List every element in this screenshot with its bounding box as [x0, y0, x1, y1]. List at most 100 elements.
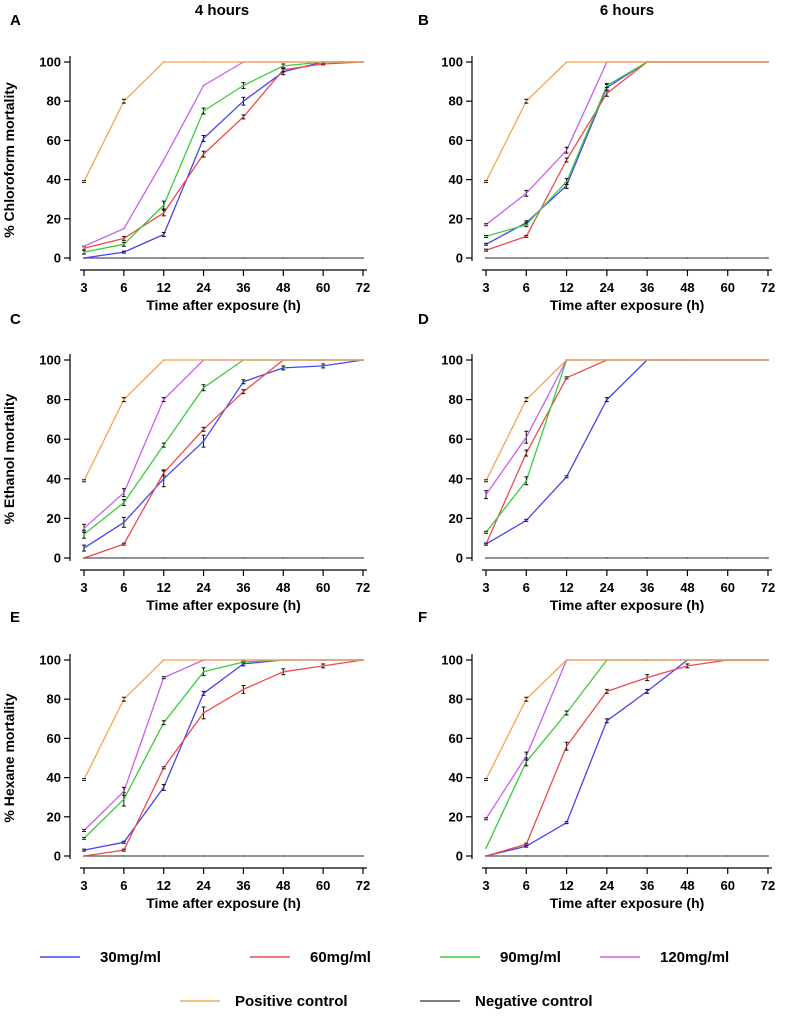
panel-b-series-c60-point	[485, 249, 487, 252]
panel-a-series-c90-line	[83, 61, 363, 253]
panel-f-series-pos-point	[525, 698, 528, 701]
panel-e-y-tick-label: 100	[39, 653, 61, 668]
panel-e-series-c60-point	[322, 664, 325, 667]
panel-b-x-tick-label: 36	[640, 280, 654, 295]
panel-b-series-pos-point	[565, 61, 568, 63]
panel-e-series-pos-point	[242, 659, 245, 661]
panel-c-y-tick-label: 40	[47, 471, 61, 486]
panel-f-series-neg-point	[646, 855, 649, 857]
panel-c-series-c30-point	[242, 380, 245, 383]
panel-a-y-tick-label: 100	[39, 55, 61, 70]
panel-a-series-c30-point	[83, 257, 85, 259]
panel-f-letter: F	[418, 609, 427, 626]
panel-b-letter: B	[418, 12, 429, 29]
panel-b-series-c120-point	[485, 223, 487, 226]
panel-c-series-c30-point	[282, 367, 285, 369]
panel-d-x-tick-label: 6	[523, 580, 530, 595]
panel-b-series-neg-point	[767, 257, 769, 259]
panel-c-series-c30-line	[83, 359, 364, 549]
panel-b-series-c30-line	[485, 61, 768, 245]
panel-a-series-neg-point	[162, 257, 165, 259]
panel-e-x-tick-label: 36	[236, 878, 250, 893]
legend-label-pos: Positive control	[235, 993, 348, 1010]
panel-d-series-c30-point	[565, 475, 568, 478]
panel-b-series-c60-point	[565, 159, 568, 161]
panel-e-y-tick-label: 20	[47, 809, 61, 824]
panel-a-series-c30-point	[242, 100, 245, 103]
panel-b-series-neg-point	[605, 257, 608, 259]
panel-a-series-c120-point	[83, 245, 85, 248]
panel-d-x-tick-label: 48	[680, 580, 694, 595]
panel-c-series-pos-point	[242, 359, 245, 361]
panel-d-series-c30-line	[485, 359, 768, 545]
panel-b-x-tick-label: 12	[559, 280, 573, 295]
panel-b-y-tick-label: 80	[449, 94, 463, 109]
panel-c-series-c60-point	[242, 390, 245, 393]
legend-label-c120: 120mg/ml	[660, 949, 729, 966]
panel-b-series-c120-point	[525, 192, 528, 195]
panel-a-series-pos-point	[162, 61, 165, 63]
panel-c-series-c60-line	[83, 359, 363, 559]
panel-d-x-tick-label: 12	[559, 580, 573, 595]
panel-c-series-c60-point	[83, 557, 85, 559]
panel-d-y-tick-label: 80	[449, 392, 463, 407]
panel-f-y-tick-label: 80	[449, 692, 463, 707]
panel-c-y-tick-label: 100	[39, 353, 61, 368]
panel-e-series-c90-point	[162, 721, 165, 724]
panel-e-series-neg-point	[202, 855, 205, 857]
panel-e-series-neg-point	[162, 855, 165, 857]
panel-c-series-c30-point	[162, 477, 165, 480]
panel-d-series-c90-point	[525, 479, 528, 482]
panel-a-series-neg-point	[202, 257, 205, 259]
panel-f-x-tick-label: 48	[680, 878, 694, 893]
panel-f-series-pos-line	[485, 659, 768, 780]
panel-c-x-tick-label: 6	[120, 580, 127, 595]
panel-b-series-pos-point	[646, 61, 649, 63]
panel-d-series-c60-point	[525, 452, 528, 454]
panel-b-series-pos-point	[525, 100, 528, 103]
panel-b-series-neg-point	[485, 257, 487, 259]
panel-c-series-c120-point	[162, 398, 165, 401]
panel-d-x-axis-title: Time after exposure (h)	[550, 597, 705, 613]
panel-e-x-tick-label: 12	[156, 878, 170, 893]
column-title-6-hours: 6 hours	[600, 2, 654, 19]
panel-e-series-c90-point	[242, 661, 245, 663]
panel-f-series-pos-point	[605, 659, 608, 661]
panel-e-y-tick-label: 60	[47, 731, 61, 746]
column-title-4-hours: 4 hours	[195, 2, 249, 19]
panel-d-series-pos-line	[485, 359, 768, 482]
panel-a-series-c90-point	[122, 243, 125, 246]
panel-d-series-pos-point	[726, 359, 729, 361]
panel-c-series-pos-point	[202, 359, 205, 361]
panel-b-series-pos-line	[485, 61, 768, 182]
panel-a-series-neg-point	[362, 257, 364, 259]
panel-c-series-c30-point	[83, 547, 85, 549]
panel-e-series-c90-point	[83, 837, 85, 840]
panel-c-series-neg-point	[362, 557, 364, 559]
panel-e-series-c120-point	[83, 829, 85, 832]
panel-f-y-tick-label: 100	[441, 653, 463, 668]
panel-d-series-neg-point	[485, 557, 487, 559]
panel-f-series-c30-line	[485, 659, 768, 857]
panel-b-series-neg-point	[646, 257, 649, 259]
panel-a-series-c60-point	[83, 247, 85, 250]
panel-a-x-tick-label: 24	[196, 280, 211, 295]
panel-e-series-pos-point	[362, 659, 364, 661]
panel-b-series-c30-point	[565, 184, 568, 187]
panel-f-series-c30-point	[525, 845, 528, 848]
panel-a-series-pos-point	[122, 100, 125, 103]
panel-f-series-pos-point	[565, 659, 568, 661]
panel-e-series-pos-point	[202, 659, 205, 661]
panel-e-x-tick-label: 48	[276, 878, 290, 893]
panel-e-series-c60-point	[282, 670, 285, 673]
panel-f-x-tick-label: 72	[761, 878, 775, 893]
panel-c-series-c60-point	[162, 471, 165, 474]
panel-b-x-tick-label: 3	[482, 280, 489, 295]
panel-b-series-c90-point	[525, 223, 528, 226]
panel-e-y-axis-title: % Hexane mortality	[1, 693, 17, 822]
panel-d-series-c60-line	[485, 359, 768, 545]
panel-e-series-c60-point	[122, 849, 125, 852]
panel-a-series-pos-point	[242, 61, 245, 63]
panel-a-series-c120-line	[83, 61, 363, 247]
